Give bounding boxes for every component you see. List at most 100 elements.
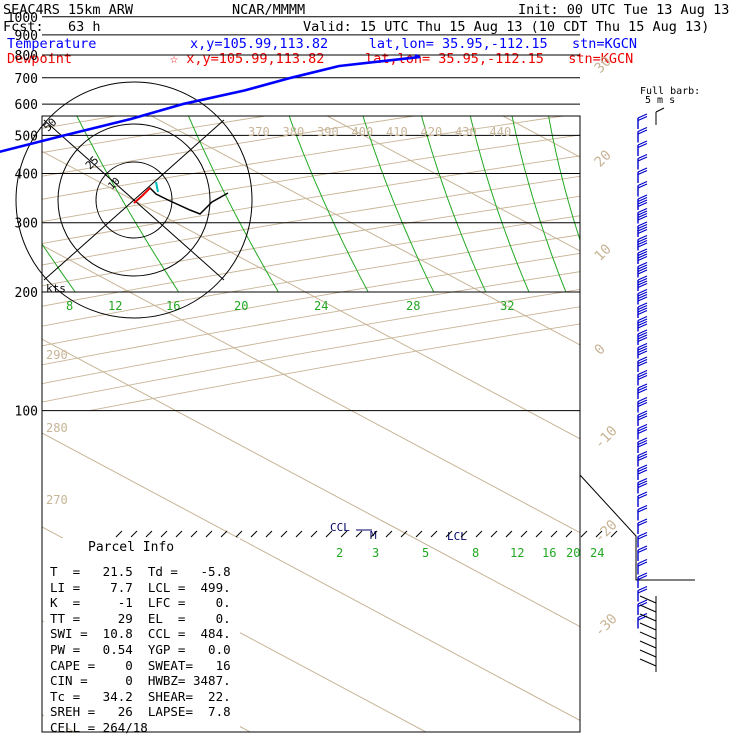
- dry-adiabat: [42, 215, 580, 307]
- wind-hatch-mark: [190, 530, 198, 538]
- temperature-location: x,y=105.99,113.82 lat,lon= 35.95,-112.15…: [190, 36, 638, 52]
- dry-adiabat: [42, 195, 580, 287]
- wind-hatch-mark: [355, 530, 363, 538]
- wind-hatch-mark: [400, 530, 408, 538]
- agency-label: NCAR/MMMM: [232, 2, 306, 18]
- low-level-barb: [639, 604, 657, 613]
- wind-barb-feather: [637, 296, 648, 302]
- mixing-ratio-label: 24: [314, 299, 328, 313]
- mixing-ratio-label: 20: [234, 299, 248, 313]
- wind-barb-feather: [637, 342, 648, 349]
- parcel-info-row: Tc = 34.2 SHEAR= 22.: [50, 688, 231, 704]
- mixing-ratio-label: 5: [422, 546, 429, 560]
- wind-hatch-mark: [520, 530, 528, 538]
- wind-barb-feather: [637, 304, 648, 311]
- hodograph-ring: [95, 161, 173, 239]
- mixing-ratio-label: 3: [372, 546, 379, 560]
- wind-barb-feather: [637, 239, 648, 246]
- wind-barb-feather: [637, 518, 648, 524]
- wind-barb-feather: [637, 126, 648, 133]
- wind-barb-feather: [637, 415, 648, 421]
- low-level-barb: [639, 613, 657, 622]
- wind-barb-feather: [637, 426, 648, 432]
- wind-barb-feather: [637, 329, 648, 335]
- theta-label: 430: [455, 125, 477, 139]
- pressure-tick-label: 800: [15, 49, 38, 64]
- parcel-info-row: PW = 0.54 YGP = 0.0: [50, 642, 231, 657]
- wind-barb-feather: [637, 302, 648, 308]
- dry-adiabat: [42, 175, 580, 266]
- wind-barb-feather: [637, 221, 648, 227]
- dry-adiabat: [42, 116, 418, 177]
- low-level-barb: [639, 640, 657, 649]
- wind-barb-feather: [637, 477, 648, 484]
- wind-barb-feather: [637, 242, 648, 248]
- wind-barb-feather: [637, 401, 648, 408]
- parcel-info-row: K = -1 LFC = 0.: [50, 595, 231, 611]
- wind-barb-feather: [637, 599, 648, 605]
- wind-barb-feather: [637, 491, 648, 497]
- parcel-info-row: CAPE = 0 SWEAT= 16: [50, 657, 231, 673]
- wind-barb-feather: [637, 180, 648, 187]
- mixing-ratio-line: [288, 116, 369, 293]
- wind-barb-feather: [637, 315, 648, 322]
- wind-barb-feather: [637, 307, 648, 313]
- wind-barb-feather: [637, 442, 648, 448]
- theta-label: 270: [46, 493, 68, 507]
- hodograph-ring-label: 25: [83, 154, 102, 173]
- theta-label: 420: [421, 125, 443, 139]
- wind-barb-feather: [637, 361, 648, 367]
- wind-barb-feather: [637, 450, 648, 457]
- wind-barb-feather: [637, 547, 648, 554]
- wind-barb-feather: [637, 266, 648, 273]
- isotherm-label: 30: [592, 53, 615, 76]
- theta-label: 370: [248, 125, 270, 139]
- wind-barb-feather: [637, 345, 648, 351]
- hodograph-storm-motion: [133, 187, 151, 204]
- barb-key-units: 5 m s: [645, 95, 676, 106]
- wind-hatch-mark: [370, 530, 378, 538]
- dry-adiabat: [0, 17, 86, 411]
- mixing-ratio-label: 12: [108, 299, 122, 313]
- dry-adiabat: [42, 116, 567, 200]
- wind-barb-feather: [637, 531, 648, 538]
- wind-hatch-mark: [565, 530, 573, 538]
- mixing-ratio-line: [511, 116, 567, 293]
- wind-barb-feather: [637, 396, 648, 403]
- wind-barb-feather: [637, 142, 648, 149]
- theta-label: 440: [490, 125, 512, 139]
- wind-barb-feather: [637, 493, 648, 500]
- wind-hatch-mark: [595, 530, 603, 538]
- wind-barb-feather: [637, 350, 648, 356]
- wind-barb-feather: [637, 585, 648, 592]
- wind-barb-feather: [637, 347, 648, 354]
- theta-label: 380: [283, 125, 305, 139]
- parcel-info-row: CELL = 264/18: [50, 720, 148, 735]
- mixing-ratio-label: 8: [472, 546, 479, 560]
- wind-barb-feather: [637, 469, 648, 475]
- wind-barb-feather: [637, 412, 648, 419]
- wind-hatch-mark: [385, 530, 393, 538]
- parcel-info-row: LI = 7.7 LCL = 499.: [50, 579, 231, 595]
- wind-barb-feather: [637, 280, 648, 286]
- wind-barb-feather: [637, 388, 648, 394]
- wind-barb-feather: [637, 226, 648, 232]
- wind-barb-feather: [637, 140, 648, 146]
- wind-barb-feather: [637, 423, 648, 430]
- level-label-ccl: CCL: [330, 521, 350, 534]
- wind-barb-feather: [637, 237, 648, 243]
- wind-barb-feather: [637, 482, 648, 489]
- wind-barb-feather: [637, 320, 648, 327]
- wind-barb-feather: [637, 129, 648, 135]
- wind-hatch-mark: [235, 530, 243, 538]
- dry-adiabat: [42, 116, 269, 154]
- pressure-tick-label: 900: [15, 29, 38, 44]
- hodograph-ring: [15, 81, 253, 319]
- wind-hatch-mark: [280, 530, 288, 538]
- hodograph-marker: [155, 181, 159, 193]
- temperature-profile: [0, 53, 421, 153]
- hodograph-axis: [43, 119, 225, 281]
- isotherm-line: [42, 338, 580, 628]
- wind-hatch-mark: [550, 530, 558, 538]
- wind-barb-feather: [637, 572, 648, 578]
